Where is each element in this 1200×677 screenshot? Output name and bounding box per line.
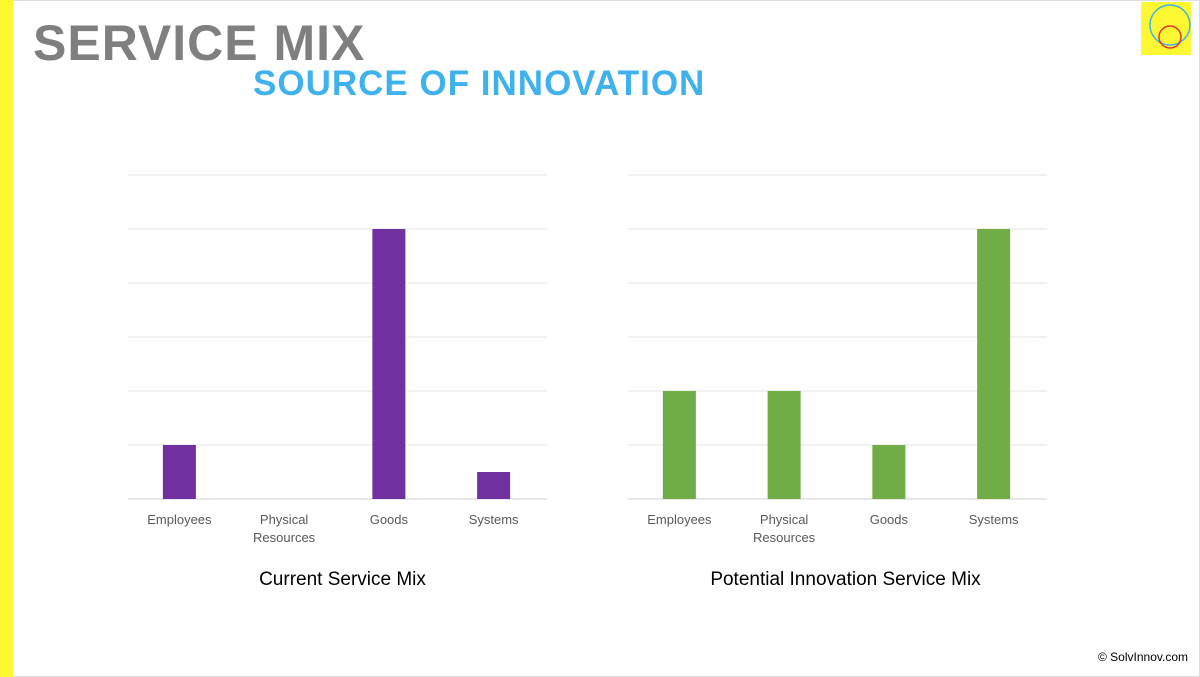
solvinnov-logo xyxy=(1141,2,1191,55)
chart-title: Potential Innovation Service Mix xyxy=(710,569,981,590)
bar-employees xyxy=(662,391,696,499)
bar-systems xyxy=(477,472,511,499)
category-label: Systems xyxy=(469,512,519,527)
category-label: Goods xyxy=(870,512,909,527)
category-label: Physical Resources xyxy=(253,512,316,545)
bar-goods xyxy=(372,229,406,499)
bar-goods xyxy=(872,445,906,499)
category-label: Physical Resources xyxy=(753,512,816,545)
chart-title: Current Service Mix xyxy=(259,569,426,590)
category-label: Employees xyxy=(647,512,712,527)
bar-systems xyxy=(977,229,1011,499)
bar-employees xyxy=(162,445,196,499)
yellow-side-bar xyxy=(0,0,13,677)
bar-physical-resources xyxy=(767,391,801,499)
category-label: Employees xyxy=(147,512,212,527)
slide-title: SERVICE MIX xyxy=(33,15,366,71)
copyright: © SolvInnov.com xyxy=(1098,650,1188,664)
category-label: Goods xyxy=(370,512,409,527)
slide-subtitle: SOURCE OF INNOVATION xyxy=(253,64,706,103)
category-label: Systems xyxy=(969,512,1019,527)
